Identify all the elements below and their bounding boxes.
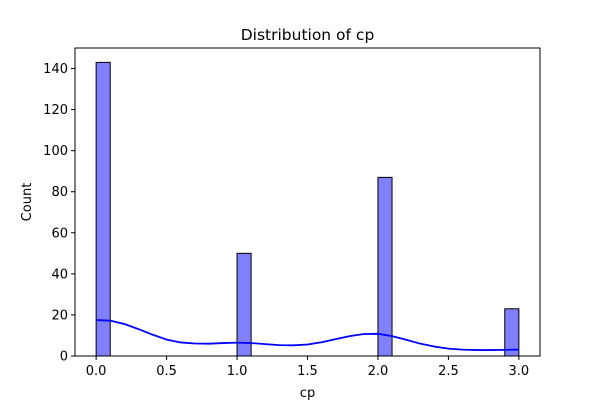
- y-axis-label: Count: [20, 183, 35, 222]
- y-axis-ticks: 0 20 40 60 80 100 120 140: [43, 62, 75, 365]
- y-tick-label: 60: [51, 226, 68, 241]
- x-tick-label: 1.5: [297, 364, 318, 379]
- histogram-bars: [95, 61, 520, 357]
- x-tick-label: 0.5: [156, 364, 177, 379]
- y-tick-label: 100: [43, 144, 68, 159]
- x-axis-ticks: 0.0 0.5 1.0 1.5 2.0 2.5 3.0: [86, 356, 529, 379]
- y-tick-label: 0: [60, 350, 68, 365]
- y-tick-label: 20: [51, 308, 68, 323]
- y-tick-label: 40: [51, 267, 68, 282]
- plot-background: [75, 48, 540, 356]
- x-tick-label: 2.0: [368, 364, 389, 379]
- histogram-bar-2: [377, 176, 393, 357]
- x-tick-label: 3.0: [509, 364, 530, 379]
- y-tick-label: 120: [43, 103, 68, 118]
- x-tick-label: 2.5: [438, 364, 459, 379]
- histogram-bar-0: [95, 61, 111, 357]
- x-tick-label: 0.0: [86, 364, 107, 379]
- histogram-bar-1: [236, 252, 252, 357]
- y-tick-label: 80: [51, 185, 68, 200]
- kde-curve: [96, 319, 519, 351]
- x-tick-label: 1.0: [227, 364, 248, 379]
- y-tick-label: 140: [43, 62, 68, 77]
- x-axis-label: cp: [300, 386, 315, 400]
- chart-title: Distribution of cp: [241, 26, 375, 44]
